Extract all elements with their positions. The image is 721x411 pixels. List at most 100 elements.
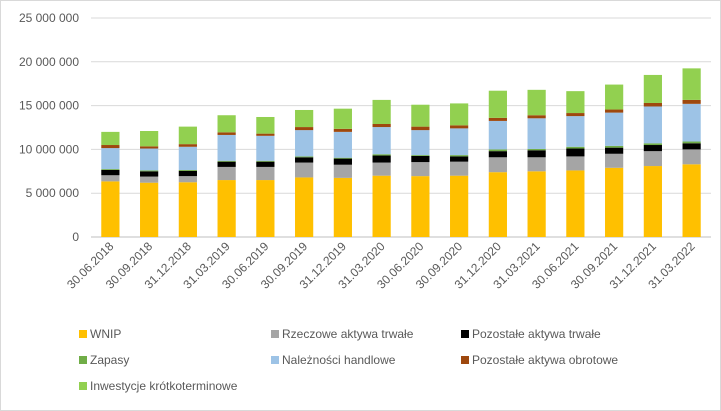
bar-segment	[372, 99, 391, 124]
bar-segment	[527, 171, 546, 237]
bar-segment	[527, 157, 546, 172]
bar-segment	[333, 157, 352, 159]
x-axis: 30.06.201830.09.201831.12.201831.03.2019…	[64, 239, 698, 292]
bar-segment	[256, 166, 275, 181]
legend-item: Należności handlowe	[271, 353, 396, 367]
legend-label: WNIP	[90, 327, 121, 341]
bar-segment	[140, 146, 159, 149]
bar-segment	[217, 180, 236, 237]
bar-segment	[488, 120, 507, 150]
bar-segment	[450, 155, 469, 157]
bar-segment	[217, 161, 236, 167]
legend-label: Rzeczowe aktywa trwałe	[282, 327, 414, 341]
bar-segment	[566, 146, 585, 149]
bar-segment	[101, 148, 120, 170]
bar-segment	[256, 133, 275, 136]
bar-segment	[450, 103, 469, 126]
bar-segment	[450, 175, 469, 237]
bar-segment	[411, 104, 430, 127]
legend-swatch	[79, 356, 87, 364]
y-tick-label: 5 000 000	[26, 186, 80, 200]
bar-segment	[178, 126, 197, 145]
bar-segment	[217, 166, 236, 181]
bar-segment	[333, 131, 352, 158]
bar-segment	[682, 149, 701, 165]
legend-item: WNIP	[79, 327, 121, 341]
bar-segment	[140, 171, 159, 177]
bar-segment	[295, 130, 314, 157]
y-axis: 0 5 000 000 10 000 000 15 000 000 20 000 000…	[19, 11, 79, 244]
bar-segment	[566, 170, 585, 237]
bar-segment	[372, 154, 391, 156]
bar-segment	[140, 176, 159, 183]
bar-segment	[488, 151, 507, 158]
bar-segment	[450, 156, 469, 162]
legend-label: Należności handlowe	[282, 353, 396, 367]
bar-segment	[101, 169, 120, 170]
bar-segment	[178, 146, 197, 170]
legend-item: Inwestycje krótkoterminowe	[79, 379, 238, 393]
bar-segment	[643, 106, 662, 144]
bar-segment	[527, 150, 546, 158]
bar-segment	[217, 160, 236, 162]
legend-swatch	[271, 356, 279, 364]
bar-segment	[101, 181, 120, 237]
bar-segment	[527, 115, 546, 119]
bar-segment	[566, 148, 585, 157]
bar-segment	[411, 176, 430, 237]
bar-segment	[178, 169, 197, 171]
legend-label: Pozostałe aktywa trwałe	[472, 327, 601, 341]
bar-segment	[450, 125, 469, 129]
legend-swatch	[79, 382, 87, 390]
bar-segment	[178, 170, 197, 177]
bar-segment	[605, 167, 624, 237]
bar-segment	[411, 130, 430, 156]
legend-item: Pozostałe aktywa obrotowe	[461, 353, 618, 367]
bar-segment	[256, 161, 275, 167]
y-tick-label: 20 000 000	[19, 55, 79, 69]
y-tick-label: 15 000 000	[19, 99, 79, 113]
bar-segment	[372, 175, 391, 237]
bar-segment	[295, 156, 314, 158]
bar-segment	[450, 128, 469, 156]
bar-segment	[411, 126, 430, 131]
legend-swatch	[79, 330, 87, 338]
bar-segment	[372, 123, 391, 128]
bar-segment	[566, 113, 585, 117]
bars	[101, 68, 701, 237]
bar-segment	[101, 145, 120, 149]
legend-swatch	[461, 356, 469, 364]
legend-swatch	[271, 330, 279, 338]
bar-segment	[566, 91, 585, 114]
bar-segment	[333, 177, 352, 237]
bar-segment	[488, 149, 507, 152]
bar-segment	[178, 182, 197, 237]
y-tick-label: 10 000 000	[19, 142, 79, 156]
bar-segment	[682, 99, 701, 104]
bar-segment	[527, 148, 546, 151]
bar-segment	[643, 74, 662, 103]
bar-segment	[372, 127, 391, 155]
bar-segment	[605, 153, 624, 168]
bar-segment	[217, 134, 236, 161]
bar-segment	[333, 128, 352, 132]
bar-segment	[295, 157, 314, 163]
bar-segment	[217, 132, 236, 135]
bar-segment	[411, 162, 430, 177]
bar-segment	[488, 157, 507, 173]
bar-segment	[140, 182, 159, 237]
bar-segment	[605, 84, 624, 110]
bar-segment	[411, 155, 430, 163]
bar-segment	[488, 117, 507, 121]
bar-segment	[566, 116, 585, 147]
bar-segment	[295, 162, 314, 178]
bar-segment	[333, 164, 352, 178]
bar-segment	[178, 176, 197, 183]
bar-segment	[140, 148, 159, 171]
bar-segment	[643, 145, 662, 152]
bar-segment	[682, 141, 701, 144]
bar-segment	[178, 144, 197, 147]
bar-segment	[217, 115, 236, 133]
